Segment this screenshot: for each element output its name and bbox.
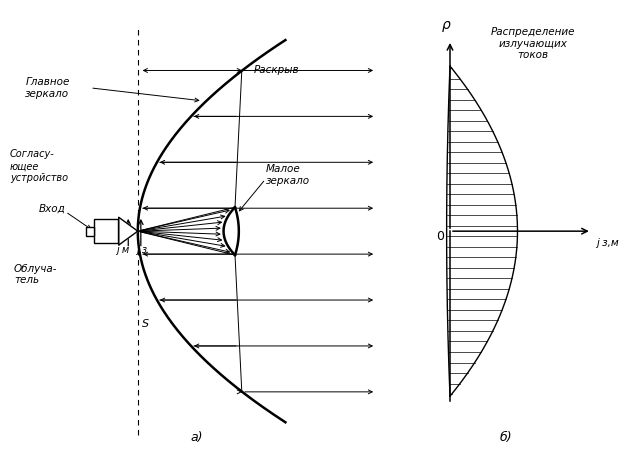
Text: Вход: Вход: [39, 204, 66, 213]
Polygon shape: [119, 217, 138, 245]
Text: б): б): [500, 431, 512, 444]
Text: S: S: [142, 318, 149, 329]
Text: Малое
зеркало: Малое зеркало: [266, 164, 309, 185]
Text: j з,м: j з,м: [596, 238, 619, 248]
Text: Облуча-
тель: Облуча- тель: [14, 264, 58, 285]
Bar: [86, 227, 94, 235]
Text: Распределение
излучающих
токов: Распределение излучающих токов: [491, 27, 576, 60]
Text: а): а): [191, 431, 203, 444]
Text: 0: 0: [436, 230, 444, 243]
Text: j м: j м: [116, 245, 129, 255]
Text: ρ: ρ: [442, 18, 451, 32]
Text: Согласу-
ющее
устройство: Согласу- ющее устройство: [10, 149, 68, 183]
Text: Раскрыв: Раскрыв: [254, 65, 300, 76]
Text: j з: j з: [136, 245, 148, 255]
Bar: [94, 219, 118, 243]
Text: Главное
зеркало: Главное зеркало: [25, 77, 70, 99]
